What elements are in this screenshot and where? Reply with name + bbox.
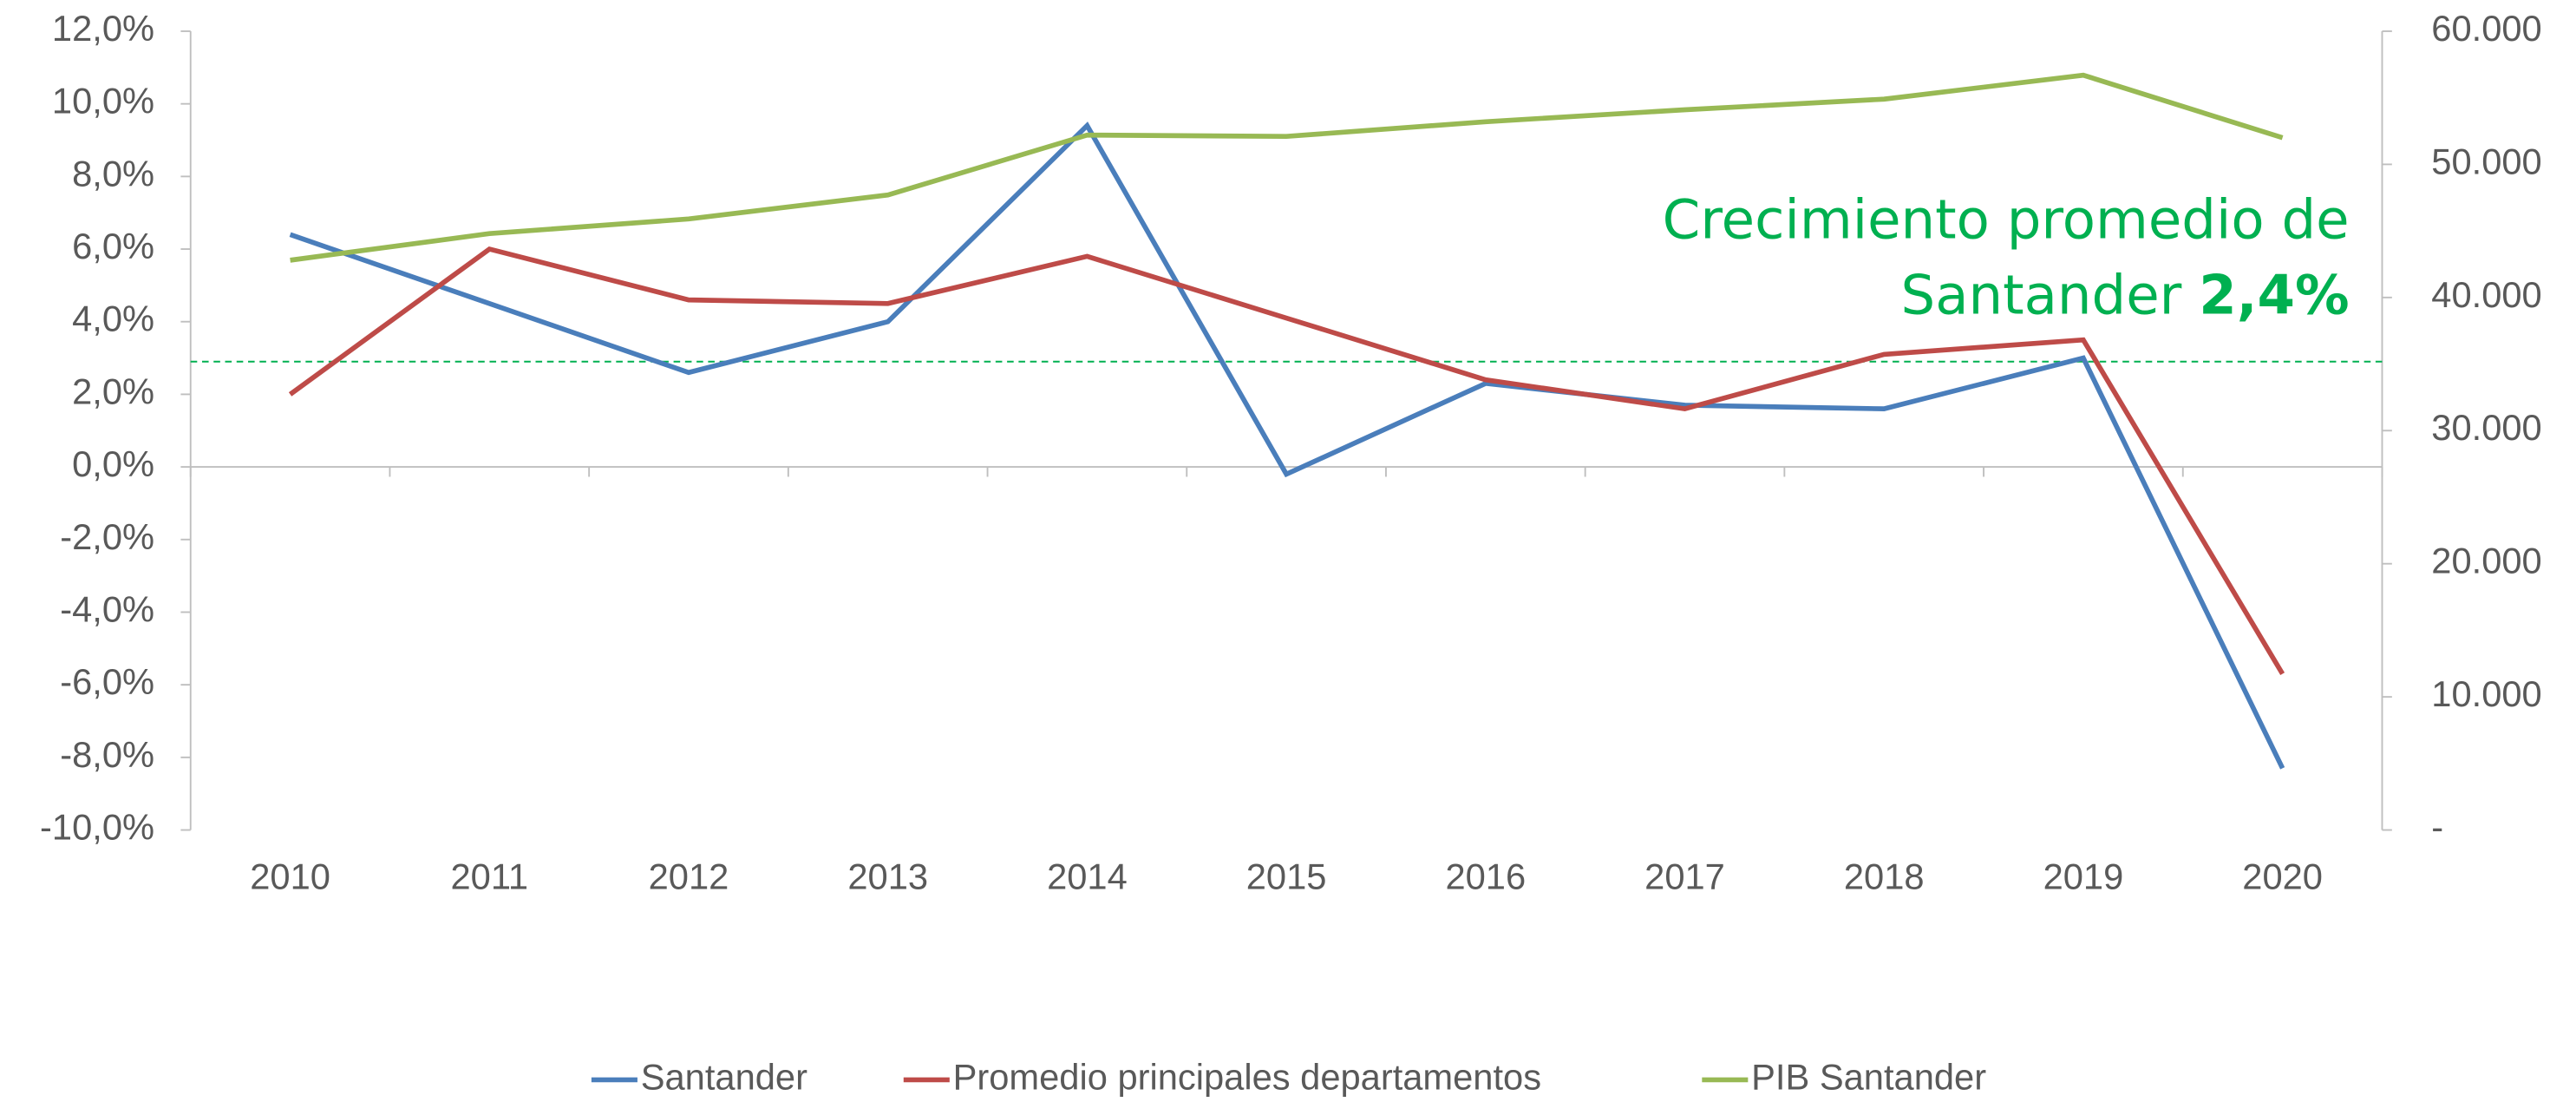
x-tick-label: 2015 — [1246, 856, 1327, 896]
y-tick-label: -10,0% — [40, 807, 154, 848]
y-tick-label: 2,0% — [72, 371, 154, 411]
y2-tick-label: 50.000 — [2431, 141, 2541, 181]
x-tick-label: 2018 — [1844, 856, 1925, 896]
x-tick-label: 2020 — [2242, 856, 2323, 896]
x-tick-label: 2011 — [451, 856, 529, 896]
y2-tick-label: 10.000 — [2431, 673, 2541, 714]
x-tick-label: 2012 — [649, 856, 729, 896]
legend-label: PIB Santander — [1751, 1056, 1986, 1097]
y-tick-label: -2,0% — [60, 516, 154, 557]
y2-tick-label: 60.000 — [2431, 8, 2541, 49]
annotation-value: 2,4% — [2199, 264, 2349, 327]
x-tick-label: 2013 — [847, 856, 928, 896]
y2-tick-label: 30.000 — [2431, 407, 2541, 448]
series-line — [288, 246, 2285, 676]
annotation: Crecimiento promedio de — [1663, 188, 2350, 252]
y-tick-label: 6,0% — [72, 226, 154, 266]
y-tick-label: -6,0% — [60, 661, 154, 702]
y-tick-label: 8,0% — [72, 153, 154, 194]
y-tick-label: 0,0% — [72, 443, 154, 484]
x-tick-label: 2014 — [1047, 856, 1128, 896]
series-line — [290, 72, 2284, 263]
x-tick-label: 2017 — [1644, 856, 1725, 896]
y2-tick-label: 40.000 — [2431, 274, 2541, 315]
y2-tick-label: - — [2431, 807, 2443, 848]
annotation: Santander 2,4% — [1901, 264, 2350, 327]
y-tick-label: 10,0% — [52, 81, 154, 121]
y2-tick-label: 20.000 — [2431, 541, 2541, 581]
y-tick-label: -8,0% — [60, 734, 154, 775]
y-tick-label: 12,0% — [52, 8, 154, 49]
series-line — [289, 121, 2285, 770]
y-tick-label: -4,0% — [60, 588, 154, 629]
legend-label: Promedio principales departamentos — [953, 1056, 1541, 1097]
x-tick-label: 2010 — [250, 856, 330, 896]
y-tick-label: 4,0% — [72, 298, 154, 339]
legend-label: Santander — [641, 1056, 807, 1097]
x-tick-label: 2016 — [1445, 856, 1526, 896]
x-tick-label: 2019 — [2043, 856, 2124, 896]
annotation: Santander — [1901, 264, 2182, 327]
